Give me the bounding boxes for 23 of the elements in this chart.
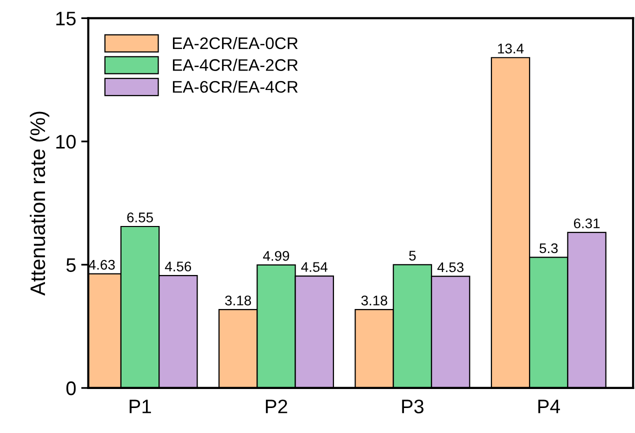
data-label: 5 bbox=[409, 250, 416, 261]
x-tick-label: P1 bbox=[130, 400, 151, 414]
data-label: 4.99 bbox=[263, 250, 290, 261]
data-label: 4.56 bbox=[164, 262, 192, 272]
legend-label: EA-4CR/EA-2CR bbox=[172, 58, 298, 71]
x-tick-label: P2 bbox=[266, 400, 288, 414]
y-axis-title: Attenuation rate (%) bbox=[30, 112, 50, 296]
x-tick-label: P4 bbox=[538, 400, 560, 414]
data-label: 6.55 bbox=[127, 212, 153, 222]
legend-label: EA-2CR/EA-0CR bbox=[172, 36, 298, 50]
data-label: 4.53 bbox=[437, 262, 464, 272]
data-label: 6.31 bbox=[574, 218, 600, 228]
y-tick-label: 10 bbox=[56, 134, 76, 149]
data-label: 5.3 bbox=[540, 243, 558, 254]
legend-label: EA-6CR/EA-4CR bbox=[172, 80, 298, 93]
data-label: 3.18 bbox=[361, 296, 388, 306]
y-tick-label: 5 bbox=[66, 258, 76, 272]
data-label: 13.4 bbox=[498, 44, 524, 54]
x-tick-label: P3 bbox=[402, 400, 424, 414]
y-tick-label: 15 bbox=[56, 12, 76, 26]
data-label: 4.54 bbox=[301, 262, 328, 272]
y-tick-label: 0 bbox=[66, 381, 76, 396]
data-label: 3.18 bbox=[225, 296, 252, 306]
